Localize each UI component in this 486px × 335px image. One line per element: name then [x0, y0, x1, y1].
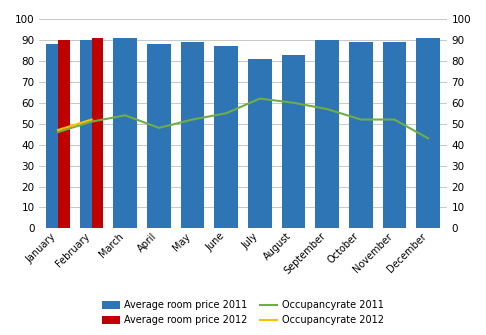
Bar: [114, 38, 137, 228]
Bar: [80, 40, 92, 228]
Bar: [147, 44, 171, 228]
Bar: [282, 55, 305, 228]
Bar: [349, 42, 372, 228]
Bar: [181, 42, 204, 228]
Bar: [92, 38, 104, 228]
Bar: [248, 59, 272, 228]
Legend: Average room price 2011, Average room price 2012, Occupancyrate 2011, Occupancyr: Average room price 2011, Average room pr…: [97, 295, 389, 330]
Bar: [416, 38, 440, 228]
Bar: [214, 46, 238, 228]
Bar: [382, 42, 406, 228]
Bar: [46, 44, 58, 228]
Bar: [315, 40, 339, 228]
Bar: [58, 40, 70, 228]
